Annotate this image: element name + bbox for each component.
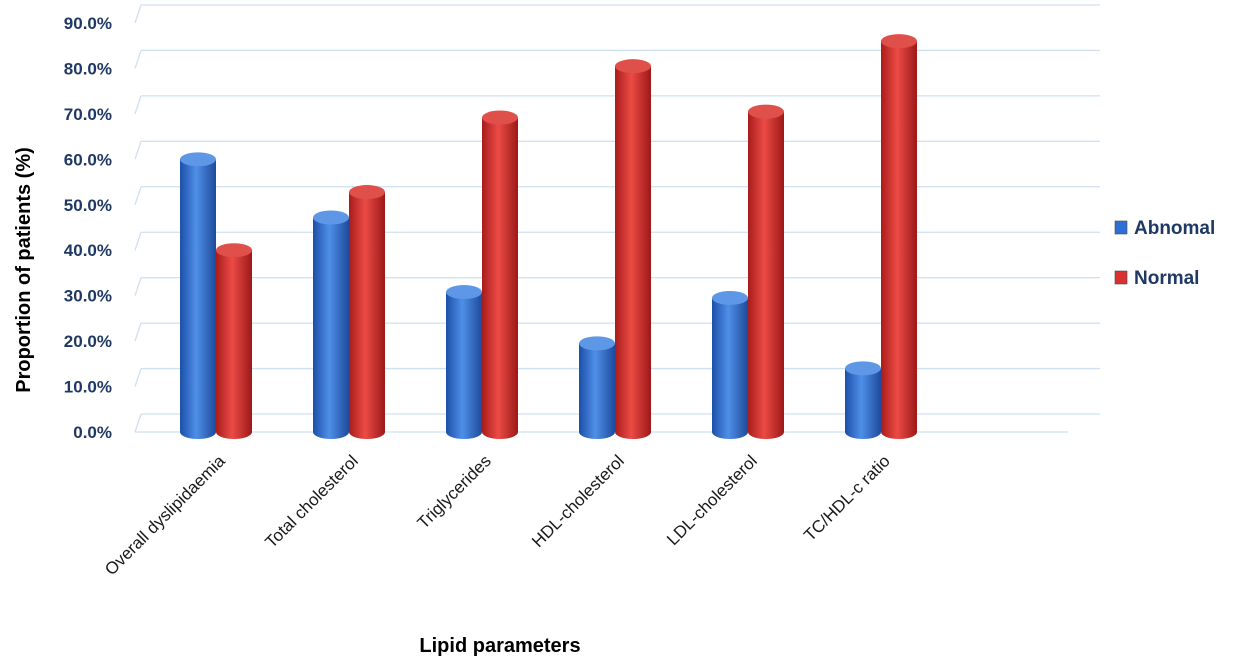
legend-label: Normal — [1134, 268, 1199, 289]
gridline-depth — [134, 4, 142, 24]
gridline-depth — [134, 141, 142, 160]
y-axis-ticks: 0.0% 10.0% 20.0% 30.0% 40.0% 50.0% 60.0% 70.0% 8… — [64, 14, 112, 442]
y-tick-label: 80.0% — [64, 59, 112, 78]
x-axis-ticks: Overall dyslipidaemia Total cholesterol Tr… — [101, 451, 894, 579]
gridline-depth — [134, 232, 142, 251]
x-tick-label: Total cholesterol — [262, 451, 362, 551]
gridline-depth — [134, 50, 142, 69]
x-tick-label: Overall dyslipidaemia — [101, 451, 229, 579]
bar-abnormal — [845, 361, 881, 439]
gridline-depth — [134, 277, 142, 296]
bars — [180, 34, 917, 440]
bar-abnormal — [712, 290, 748, 439]
x-tick-label: TC/HDL-c ratio — [800, 451, 894, 545]
x-tick-label: HDL-cholesterol — [528, 451, 628, 551]
bar-abnormal — [446, 285, 482, 439]
gridline-depth — [134, 186, 142, 205]
gridline-depth — [134, 368, 142, 387]
bar-normal — [881, 34, 917, 440]
bar-normal — [216, 243, 252, 439]
bar-normal — [748, 104, 784, 439]
y-axis-title: Proportion of patients (%) — [13, 147, 35, 393]
bar-normal — [482, 110, 518, 439]
legend-swatch — [1114, 270, 1128, 285]
gridline-depth — [134, 95, 142, 115]
legend: Abnomal Normal — [1114, 218, 1215, 289]
bar-normal — [349, 185, 385, 439]
bar-normal — [615, 59, 651, 439]
bar-abnormal — [313, 210, 349, 439]
y-tick-label: 50.0% — [64, 196, 112, 215]
legend-label: Abnomal — [1134, 218, 1215, 239]
x-tick-label: LDL-cholesterol — [663, 451, 761, 549]
y-tick-label: 90.0% — [64, 14, 112, 33]
legend-swatch — [1114, 220, 1128, 235]
x-tick-label: Triglycerides — [414, 451, 495, 532]
gridline-depth — [134, 413, 142, 433]
y-tick-label: 10.0% — [64, 378, 112, 397]
y-tick-label: 70.0% — [64, 105, 112, 124]
y-tick-label: 30.0% — [64, 287, 112, 306]
y-tick-label: 60.0% — [64, 150, 112, 169]
bar-abnormal — [579, 336, 615, 439]
gridline-depth — [134, 322, 142, 342]
y-tick-label: 20.0% — [64, 332, 112, 351]
y-tick-label: 0.0% — [73, 423, 112, 442]
bar-abnormal — [180, 152, 216, 440]
x-axis-title: Lipid parameters — [419, 635, 580, 657]
y-tick-label: 40.0% — [64, 241, 112, 260]
